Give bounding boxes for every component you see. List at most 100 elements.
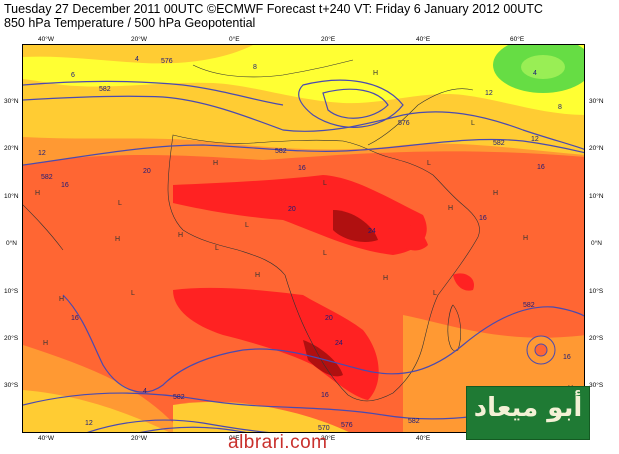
lon-label-bottom: 40°W xyxy=(38,435,54,442)
lon-label-top: 0°E xyxy=(229,36,240,43)
lon-label-top: 20°W xyxy=(131,36,147,43)
pressure-mark: L xyxy=(131,290,135,297)
lon-label-bottom: 0°E xyxy=(229,435,240,442)
geopotential-contour xyxy=(87,419,269,432)
temp-label: 16 xyxy=(298,165,306,172)
heat-zone-ocean xyxy=(453,273,474,291)
heat-zone-east xyxy=(395,223,428,251)
lat-label-left: 20°N xyxy=(4,145,19,152)
pressure-mark: H xyxy=(255,272,260,279)
height-label: 576 xyxy=(161,58,173,65)
pressure-mark: H xyxy=(213,160,218,167)
height-label: 582 xyxy=(99,86,111,93)
lon-label-bottom: 20°E xyxy=(321,435,336,442)
pressure-mark: H xyxy=(43,340,48,347)
lon-label-top: 40°W xyxy=(38,36,54,43)
temp-label: 12 xyxy=(531,136,539,143)
temp-label: 4 xyxy=(143,388,147,395)
lat-label-right: 10°N xyxy=(589,193,604,200)
temp-label: 16 xyxy=(537,164,545,171)
pressure-mark: H xyxy=(493,190,498,197)
geopotential-contour xyxy=(23,80,284,106)
height-label: 570 xyxy=(318,425,330,432)
map-header: Tuesday 27 December 2011 00UTC ©ECMWF Fo… xyxy=(4,2,614,30)
lat-label-right: 20°N xyxy=(589,145,604,152)
height-label: 576 xyxy=(341,422,353,429)
height-label: 582 xyxy=(493,140,505,147)
lat-label-left: 10°N xyxy=(4,193,19,200)
geopotential-contour xyxy=(139,426,247,432)
temp-label: 16 xyxy=(321,392,329,399)
logo-badge: أبو ميعاد xyxy=(466,386,590,440)
height-label: 582 xyxy=(173,394,185,401)
temperature-band-cool-south xyxy=(23,390,169,432)
temp-label: 24 xyxy=(335,340,343,347)
forecast-map: 6 4 8 12 16 16 20 20 24 24 20 16 16 12 1… xyxy=(22,44,585,433)
geopotential-contour xyxy=(62,294,584,393)
heat-core-central xyxy=(333,210,378,242)
lat-label-left: 30°N xyxy=(4,98,19,105)
temp-label: 4 xyxy=(533,70,537,77)
temp-label: 16 xyxy=(71,315,79,322)
temperature-band-cool-north xyxy=(23,45,253,64)
lat-label-left: 10°S xyxy=(4,288,19,295)
pressure-mark: L xyxy=(215,245,219,252)
pressure-mark: L xyxy=(323,180,327,187)
cold-pocket-core xyxy=(521,55,565,79)
temp-label: 12 xyxy=(38,150,46,157)
geopotential-contour-low xyxy=(298,79,404,128)
temp-label: 20 xyxy=(143,168,151,175)
temp-label: 20 xyxy=(288,206,296,213)
lon-label-top: 20°E xyxy=(321,36,336,43)
logo-text: أبو ميعاد xyxy=(473,393,583,423)
madagascar-coastline xyxy=(447,304,462,352)
temp-label: 16 xyxy=(61,182,69,189)
temp-label: 24 xyxy=(368,228,376,235)
geopotential-contour-low xyxy=(322,88,389,119)
geopotential-contour xyxy=(23,138,584,166)
temp-label: 8 xyxy=(558,104,562,111)
lon-label-bottom: 40°E xyxy=(416,435,431,442)
lat-label-right: 20°S xyxy=(589,335,604,342)
lon-label-top: 40°E xyxy=(416,36,431,43)
pressure-mark: H xyxy=(383,275,388,282)
temp-label: 4 xyxy=(135,56,139,63)
pressure-mark: H xyxy=(115,236,120,243)
pressure-mark: L xyxy=(471,120,475,127)
pressure-mark: H xyxy=(178,232,183,239)
temp-label: 20 xyxy=(325,315,333,322)
europe-coastline xyxy=(192,59,354,78)
lat-label-right: 30°N xyxy=(589,98,604,105)
pressure-mark: H xyxy=(448,205,453,212)
temp-label: 6 xyxy=(71,72,75,79)
height-label: 582 xyxy=(275,148,287,155)
height-label: 582 xyxy=(41,174,53,181)
south-america-coastline xyxy=(23,204,64,251)
pressure-mark: H xyxy=(35,190,40,197)
site-watermark: albrari.com xyxy=(228,432,328,453)
temp-label: 12 xyxy=(85,420,93,427)
lat-label-left: 0°N xyxy=(6,240,17,247)
pressure-mark: L xyxy=(118,200,122,207)
height-label: 582 xyxy=(408,418,420,425)
pressure-mark: H xyxy=(373,70,378,77)
pressure-mark: L xyxy=(323,250,327,257)
temp-label: 12 xyxy=(485,90,493,97)
temperature-band-cool-south xyxy=(173,401,349,432)
lat-label-left: 30°S xyxy=(4,382,19,389)
heat-core-southern xyxy=(303,340,343,377)
middle-east-coastline xyxy=(367,88,474,146)
geopotential-contour xyxy=(23,95,584,150)
lat-label-right: 10°S xyxy=(589,288,604,295)
forecast-title: Tuesday 27 December 2011 00UTC ©ECMWF Fo… xyxy=(4,2,543,16)
africa-coastline xyxy=(167,134,480,402)
pressure-mark: L xyxy=(245,222,249,229)
pressure-mark: L xyxy=(427,160,431,167)
lat-label-right: 0°N xyxy=(591,240,602,247)
height-label: 576 xyxy=(398,120,410,127)
temp-label: 16 xyxy=(479,215,487,222)
temp-label: 8 xyxy=(253,64,257,71)
lat-label-right: 30°S xyxy=(589,382,604,389)
pressure-mark: H xyxy=(59,296,64,303)
pressure-mark: L xyxy=(433,290,437,297)
